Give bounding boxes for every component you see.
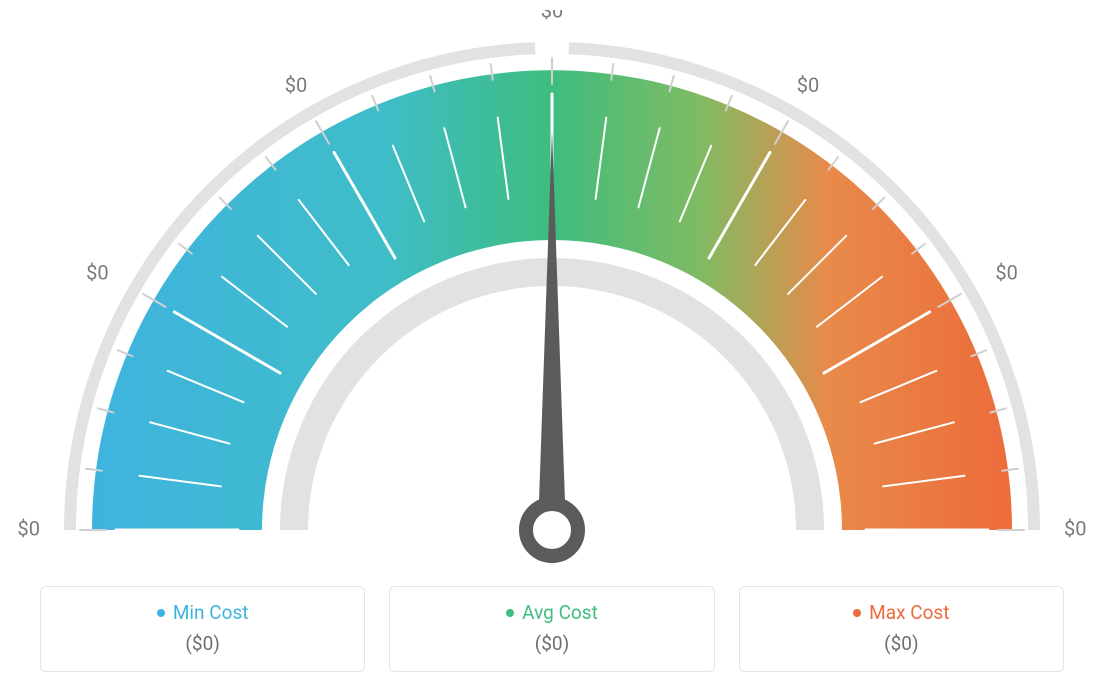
- svg-text:$0: $0: [1064, 516, 1086, 540]
- svg-text:$0: $0: [86, 260, 108, 284]
- legend-dot-avg: [506, 609, 514, 617]
- legend-title-max: Max Cost: [853, 601, 949, 624]
- svg-text:$0: $0: [995, 260, 1017, 284]
- svg-text:$0: $0: [285, 73, 307, 97]
- legend-title-avg: Avg Cost: [506, 601, 598, 624]
- legend-dot-max: [853, 609, 861, 617]
- legend-dot-min: [157, 609, 165, 617]
- legend-card-avg: Avg Cost ($0): [389, 586, 714, 672]
- legend-row: Min Cost ($0) Avg Cost ($0) Max Cost ($0…: [40, 586, 1064, 672]
- legend-label-max: Max Cost: [869, 601, 949, 624]
- legend-value-max: ($0): [758, 632, 1045, 655]
- svg-text:$0: $0: [797, 73, 819, 97]
- legend-card-max: Max Cost ($0): [739, 586, 1064, 672]
- svg-text:$0: $0: [18, 516, 40, 540]
- legend-label-avg: Avg Cost: [522, 601, 598, 624]
- legend-value-avg: ($0): [408, 632, 695, 655]
- cost-gauge-chart: $0 $0 $0 $0 $0 $0 $0 Min Cost ($0) Avg Cost ($…: [0, 0, 1104, 690]
- legend-title-min: Min Cost: [157, 601, 249, 624]
- svg-text:$0: $0: [541, 10, 563, 22]
- legend-card-min: Min Cost ($0): [40, 586, 365, 672]
- gauge-svg: $0 $0 $0 $0 $0 $0 $0: [0, 10, 1104, 570]
- legend-label-min: Min Cost: [173, 601, 249, 624]
- gauge-area: $0 $0 $0 $0 $0 $0 $0: [0, 10, 1104, 570]
- legend-value-min: ($0): [59, 632, 346, 655]
